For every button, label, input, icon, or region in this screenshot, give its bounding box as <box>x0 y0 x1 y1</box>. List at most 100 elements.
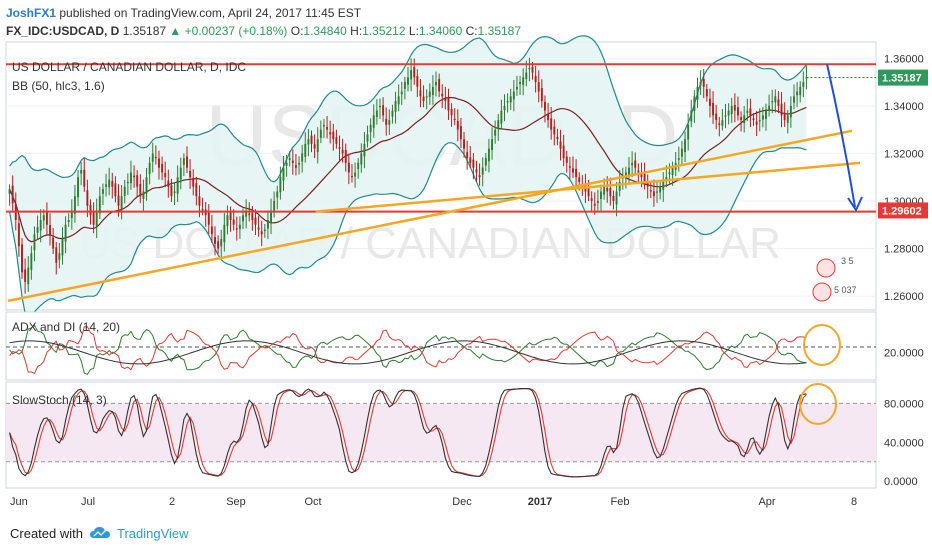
bb-upper-line <box>9 35 807 183</box>
price-tick-label: 1.34000 <box>884 101 924 113</box>
candle-body <box>139 184 142 197</box>
candle-body <box>248 213 251 216</box>
price-tick-label: 1.32000 <box>884 148 924 160</box>
candle-body <box>192 178 195 187</box>
arrow-head-icon <box>847 196 863 213</box>
trendline-upper[interactable] <box>315 161 861 213</box>
candle-body <box>693 96 696 112</box>
event-flags[interactable]: 3 5 5 037 <box>812 256 857 302</box>
candle-body <box>67 220 70 222</box>
candle-body <box>385 118 388 125</box>
candle-body <box>338 147 341 149</box>
time-tick-label: 2 <box>169 496 175 508</box>
candle-body <box>578 177 581 182</box>
candle-body <box>671 167 674 176</box>
candle-body <box>98 196 101 214</box>
adx-tick-label: 20.0000 <box>884 347 924 359</box>
candle-body <box>553 126 556 135</box>
candle-body <box>540 88 543 102</box>
candle-body <box>201 209 204 211</box>
candle-body <box>761 115 764 120</box>
candle-body <box>332 131 335 140</box>
adx-price-axis[interactable]: 20.0000 <box>884 347 924 359</box>
main-pane[interactable]: USDCAD, D US DOLLAR / CANADIAN DOLLAR 3 … <box>5 35 928 318</box>
stoch-tick-label: 0.0000 <box>884 476 918 488</box>
candle-body <box>780 103 783 116</box>
candle-body <box>126 181 129 184</box>
candle-body <box>690 110 693 122</box>
candle-body <box>771 101 774 103</box>
candle-body <box>111 181 114 187</box>
candle-body <box>186 156 188 168</box>
candle-body <box>466 152 469 159</box>
candle-body <box>715 113 718 121</box>
candle-body <box>245 210 248 217</box>
high-label: H: <box>350 24 363 38</box>
candle-body <box>618 181 621 191</box>
candle-body <box>659 186 662 193</box>
candle-body <box>568 166 571 168</box>
adx-pane[interactable]: ADX and DI (14, 20) 20.0000 <box>5 311 924 381</box>
adx-indicator-label[interactable]: ADX and DI (14, 20) <box>12 320 120 334</box>
candle-body <box>397 96 400 105</box>
candle-body <box>354 172 357 177</box>
candle-body <box>755 121 758 125</box>
candle-body <box>136 175 139 187</box>
candle-body <box>226 215 229 227</box>
candle-body <box>351 175 353 178</box>
candle-body <box>793 96 795 103</box>
candle-body <box>114 183 117 197</box>
bb-indicator-label[interactable]: BB (50, hlc3, 1.6) <box>12 79 105 93</box>
candle-body <box>646 181 649 187</box>
tradingview-brand[interactable]: TradingView <box>89 526 189 541</box>
candle-body <box>410 70 413 80</box>
candle-body <box>232 219 235 225</box>
candle-body <box>52 237 55 249</box>
candle-body <box>282 167 285 181</box>
time-tick-label: 2017 <box>528 496 552 508</box>
candle-body <box>375 110 378 117</box>
trendline-lower[interactable] <box>7 129 853 303</box>
main-price-axis[interactable]: 1.260001.280001.300001.320001.340001.360… <box>878 53 928 303</box>
candle-body <box>30 253 33 270</box>
candle-body <box>596 200 599 204</box>
brand-label[interactable]: TradingView <box>116 525 189 541</box>
stoch-indicator-label[interactable]: SlowStoch (14, 3) <box>12 393 107 407</box>
candle-body <box>64 224 67 242</box>
candle-body <box>95 210 98 227</box>
candle-body <box>251 213 254 220</box>
forecast-arrow[interactable] <box>826 63 863 213</box>
author-link[interactable]: JoshFX1 <box>6 6 57 20</box>
time-axis[interactable]: Jun Jul 2 Sep Oct Dec 2017 Feb Apr 8 <box>6 487 876 508</box>
us-flag-icon[interactable] <box>812 282 832 302</box>
candle-body <box>189 171 192 178</box>
candle-body <box>167 180 170 187</box>
candle-body <box>649 190 652 192</box>
candle-body <box>263 229 266 231</box>
candle-body <box>229 211 232 220</box>
candle-body <box>438 79 441 92</box>
candle-body <box>699 82 702 86</box>
candle-body <box>413 67 416 78</box>
candle-body <box>534 76 537 83</box>
candle-body <box>612 195 615 201</box>
candle-body <box>727 110 730 116</box>
candle-body <box>765 110 767 119</box>
candle-body <box>425 96 428 98</box>
candle-body <box>522 77 525 85</box>
candle-body <box>789 105 792 118</box>
publish-info: published on TradingView.com, April 24, … <box>56 6 362 20</box>
cloud-logo-icon <box>89 527 110 538</box>
stoch-pane[interactable]: SlowStoch (14, 3) 0.0000 40.0000 80.0000 <box>5 381 924 489</box>
candle-body <box>758 120 761 122</box>
candle-body <box>677 158 680 160</box>
candle-body <box>388 120 391 125</box>
stoch-price-axis[interactable]: 0.0000 40.0000 80.0000 <box>884 398 924 488</box>
candle-body <box>628 167 630 176</box>
candle-body <box>363 143 366 157</box>
ca-flag-icon[interactable] <box>816 258 836 278</box>
candle-body <box>705 89 708 97</box>
candle-body <box>407 77 409 85</box>
candle-body <box>743 115 746 123</box>
